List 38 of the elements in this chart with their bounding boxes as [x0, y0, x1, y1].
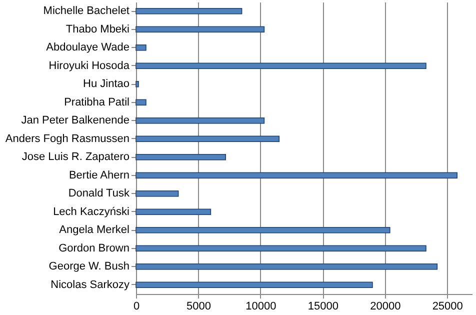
y-tick-label: Angela Merkel — [59, 224, 130, 236]
x-tick-label: 25000 — [432, 300, 463, 312]
y-tick-label: Jan Peter Balkenende — [21, 114, 130, 127]
bar — [136, 26, 265, 33]
bar — [136, 263, 438, 270]
bar — [136, 190, 179, 197]
bar — [136, 117, 265, 124]
y-tick-label: Donald Tusk — [68, 188, 130, 200]
bar — [136, 136, 280, 142]
bar — [136, 99, 146, 106]
bar — [136, 44, 146, 51]
y-tick-label: Hu Jintao — [83, 78, 130, 90]
y-tick-label: Hiroyuki Hosoda — [48, 60, 130, 72]
bar — [136, 172, 458, 179]
x-tick-label: 5000 — [186, 300, 211, 312]
y-tick-label: Pratibha Patil — [64, 96, 130, 108]
bar — [136, 80, 139, 88]
y-tick-label: Bertie Ahern — [68, 169, 130, 182]
bar — [136, 282, 373, 288]
y-tick-label: Gordon Brown — [58, 242, 130, 254]
y-tick-label: Thabo Mbeki — [66, 23, 130, 36]
y-tick-label: George W. Bush — [48, 260, 130, 273]
y-tick-label: Abdoulaye Wade — [46, 42, 130, 54]
x-tick-label: 0 — [133, 300, 140, 312]
y-tick-label: Michelle Bachelet — [43, 5, 130, 18]
bar — [136, 208, 212, 216]
bar — [136, 154, 226, 160]
bar — [136, 8, 242, 14]
x-tick-label: 20000 — [370, 300, 401, 312]
bar — [136, 226, 390, 234]
x-tick-label: 10000 — [246, 300, 276, 312]
y-tick-label: Jose Luis R. Zapatero — [22, 151, 130, 164]
y-tick-label: Lech Kaczyński — [53, 206, 130, 218]
bar — [136, 245, 426, 252]
x-tick-label: 15000 — [308, 300, 338, 312]
y-tick-label: Nicolas Sarkozy — [50, 278, 130, 291]
y-tick-label: Anders Fogh Rasmussen — [5, 132, 130, 145]
bar — [136, 62, 426, 70]
